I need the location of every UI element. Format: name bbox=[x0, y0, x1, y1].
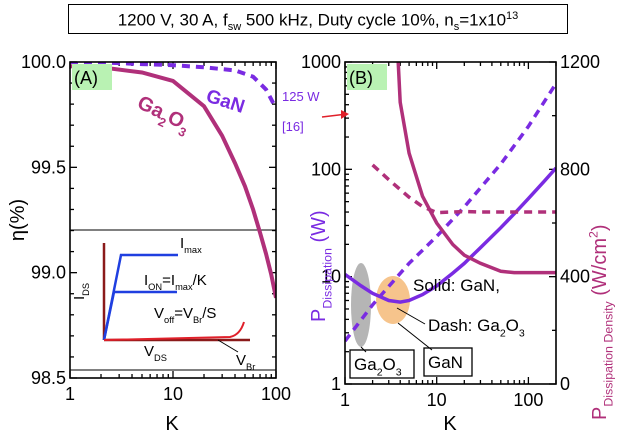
b-annotation-arrowhead bbox=[341, 110, 349, 119]
a-panel-label-bg bbox=[72, 64, 112, 90]
b-box-ga2o3-label: Ga2O3 bbox=[354, 355, 402, 378]
inset-vbr-pointer bbox=[217, 339, 239, 353]
inset-xlabel: VDS bbox=[144, 343, 167, 363]
a-xlabel: K bbox=[165, 413, 179, 434]
a-xtick-label: 10 bbox=[163, 384, 183, 404]
header-box: 1200 V, 30 A, fsw 500 kHz, Duty cycle 10… bbox=[68, 4, 568, 34]
header-text: 1200 V, 30 A, fsw 500 kHz, Duty cycle 10… bbox=[117, 10, 519, 34]
a-series-gan bbox=[70, 62, 276, 110]
b-series-group bbox=[345, 62, 556, 343]
b-box-gan-label: GaN bbox=[428, 353, 463, 372]
a-xtick-label: 1 bbox=[65, 384, 75, 404]
panel-a: 1 10 100 98.5 99.0 99.5 100.0 IDS VDS Imax ION=Ima… bbox=[7, 52, 291, 434]
inset-breakdown-curve bbox=[103, 321, 245, 341]
b-ytick-label-left: 100 bbox=[311, 159, 341, 179]
b-annotation-125w: 125 W bbox=[282, 89, 320, 104]
b-frame bbox=[344, 61, 557, 385]
panel-b: 1 10 100 1 10 100 1000 0 400 800 1200 (B) 125 W [16] S… bbox=[282, 52, 615, 434]
b-box-gan bbox=[423, 347, 473, 377]
b-series-ga2o3-power bbox=[371, 163, 556, 215]
b-legend-pointer bbox=[396, 307, 426, 325]
b-box-gan-pointer bbox=[397, 322, 433, 351]
b-ylabel-right: PDissipation Density (W/cm2) bbox=[587, 224, 616, 420]
inset-ion-label: ION=Imax/K bbox=[144, 272, 207, 292]
a-series-ga2o3 bbox=[70, 64, 276, 299]
a-ytick-label: 98.5 bbox=[31, 368, 66, 388]
b-series-ga2o3-density bbox=[396, 62, 556, 275]
b-panel-label: (B) bbox=[349, 68, 373, 88]
inset-imax-label: Imax bbox=[180, 235, 202, 255]
b-xtick-label: 10 bbox=[427, 390, 447, 410]
a-ylabel: η(%) bbox=[7, 199, 29, 241]
b-ytick-label-right: 400 bbox=[560, 267, 590, 287]
b-box-ga2o3-pointer bbox=[360, 346, 367, 353]
a-ytick-label: 99.5 bbox=[31, 157, 66, 177]
inset-ylabel: IDS bbox=[71, 283, 91, 300]
b-ylabel-left: PDissipation (W) bbox=[308, 210, 334, 322]
b-ytick-label-right: 1200 bbox=[560, 52, 600, 72]
b-series-gan-density bbox=[345, 82, 556, 343]
b-panel-label-bg bbox=[347, 64, 387, 90]
a-series-group bbox=[70, 62, 276, 299]
a-ytick-label: 99.0 bbox=[31, 263, 66, 283]
b-xtick-label: 1 bbox=[340, 390, 350, 410]
a-label-ga2o3: Ga2O3 bbox=[132, 92, 194, 140]
a-panel-label: (A) bbox=[74, 68, 98, 88]
inset-voff-label: Voff=VBr/S bbox=[154, 305, 216, 325]
b-ytick-label-left: 1 bbox=[331, 374, 341, 394]
b-xtick-label: 100 bbox=[513, 390, 543, 410]
b-ellipse-ga2o3 bbox=[351, 263, 371, 347]
a-xtick-label: 100 bbox=[261, 384, 291, 404]
inset-imax-curve bbox=[102, 253, 178, 341]
a-ytick-label: 100.0 bbox=[21, 52, 66, 72]
inset-ion-curve bbox=[102, 290, 177, 341]
b-ytick-label-right: 800 bbox=[560, 159, 590, 179]
b-ytick-label-right: 0 bbox=[560, 374, 570, 394]
a-frame bbox=[69, 61, 277, 379]
b-ytick-label-left: 10 bbox=[321, 267, 341, 287]
inset-vbr-label: VBr bbox=[236, 352, 255, 372]
b-box-ga2o3 bbox=[349, 349, 415, 379]
b-xlabel: K bbox=[443, 413, 457, 434]
b-legend-solid: Solid: GaN, bbox=[413, 276, 500, 295]
b-legend-dash: Dash: Ga2O3 bbox=[428, 316, 525, 339]
b-ytick-label-left: 1000 bbox=[301, 52, 341, 72]
b-annotation-ref: [16] bbox=[282, 119, 304, 134]
